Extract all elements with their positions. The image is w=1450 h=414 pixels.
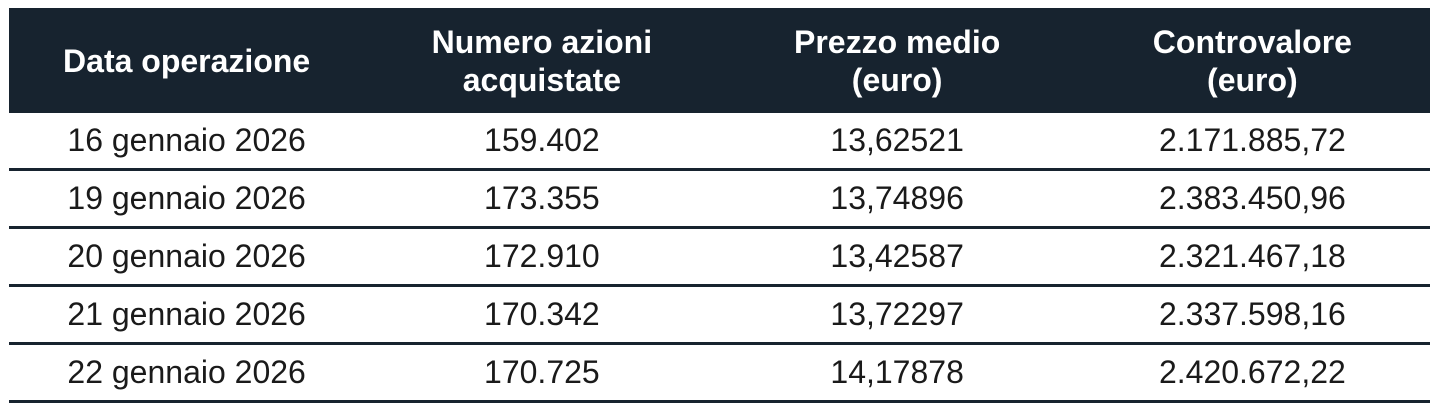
cell-avg-price: 13,74896 [719, 169, 1075, 229]
header-cell-date: Data operazione [9, 8, 365, 113]
cell-date: 21 gennaio 2026 [9, 285, 365, 345]
cell-date: 20 gennaio 2026 [9, 227, 365, 287]
cell-value: 2.383.450,96 [1074, 169, 1430, 229]
table-header: Data operazione Numero azioni acquistate… [9, 8, 1430, 113]
cell-value: 2.337.598,16 [1074, 285, 1430, 345]
cell-date: 19 gennaio 2026 [9, 169, 365, 229]
cell-avg-price: 14,17878 [719, 343, 1075, 403]
cell-avg-price: 13,42587 [719, 227, 1075, 287]
cell-value: 2.321.467,18 [1074, 227, 1430, 287]
cell-shares: 159.402 [364, 113, 720, 171]
header-cell-value: Controvalore (euro) [1074, 8, 1430, 113]
table-row: 22 gennaio 2026 170.725 14,17878 2.420.6… [9, 343, 1430, 403]
table-row: 16 gennaio 2026 159.402 13,62521 2.171.8… [9, 113, 1430, 171]
header-cell-shares: Numero azioni acquistate [364, 8, 720, 113]
cell-shares: 173.355 [364, 169, 720, 229]
cell-date: 22 gennaio 2026 [9, 343, 365, 403]
cell-shares: 170.342 [364, 285, 720, 345]
cell-shares: 172.910 [364, 227, 720, 287]
cell-date: 16 gennaio 2026 [9, 113, 365, 171]
cell-value: 2.171.885,72 [1074, 113, 1430, 171]
table-row: 21 gennaio 2026 170.342 13,72297 2.337.5… [9, 285, 1430, 345]
header-cell-avg-price: Prezzo medio (euro) [719, 8, 1075, 113]
header-row: Data operazione Numero azioni acquistate… [9, 8, 1430, 113]
table-row: 20 gennaio 2026 172.910 13,42587 2.321.4… [9, 227, 1430, 287]
buyback-table: Data operazione Numero azioni acquistate… [9, 8, 1430, 403]
table-container: Data operazione Numero azioni acquistate… [9, 8, 1430, 403]
cell-avg-price: 13,72297 [719, 285, 1075, 345]
cell-avg-price: 13,62521 [719, 113, 1075, 171]
table-body: 16 gennaio 2026 159.402 13,62521 2.171.8… [9, 113, 1430, 403]
cell-value: 2.420.672,22 [1074, 343, 1430, 403]
cell-shares: 170.725 [364, 343, 720, 403]
table-row: 19 gennaio 2026 173.355 13,74896 2.383.4… [9, 169, 1430, 229]
